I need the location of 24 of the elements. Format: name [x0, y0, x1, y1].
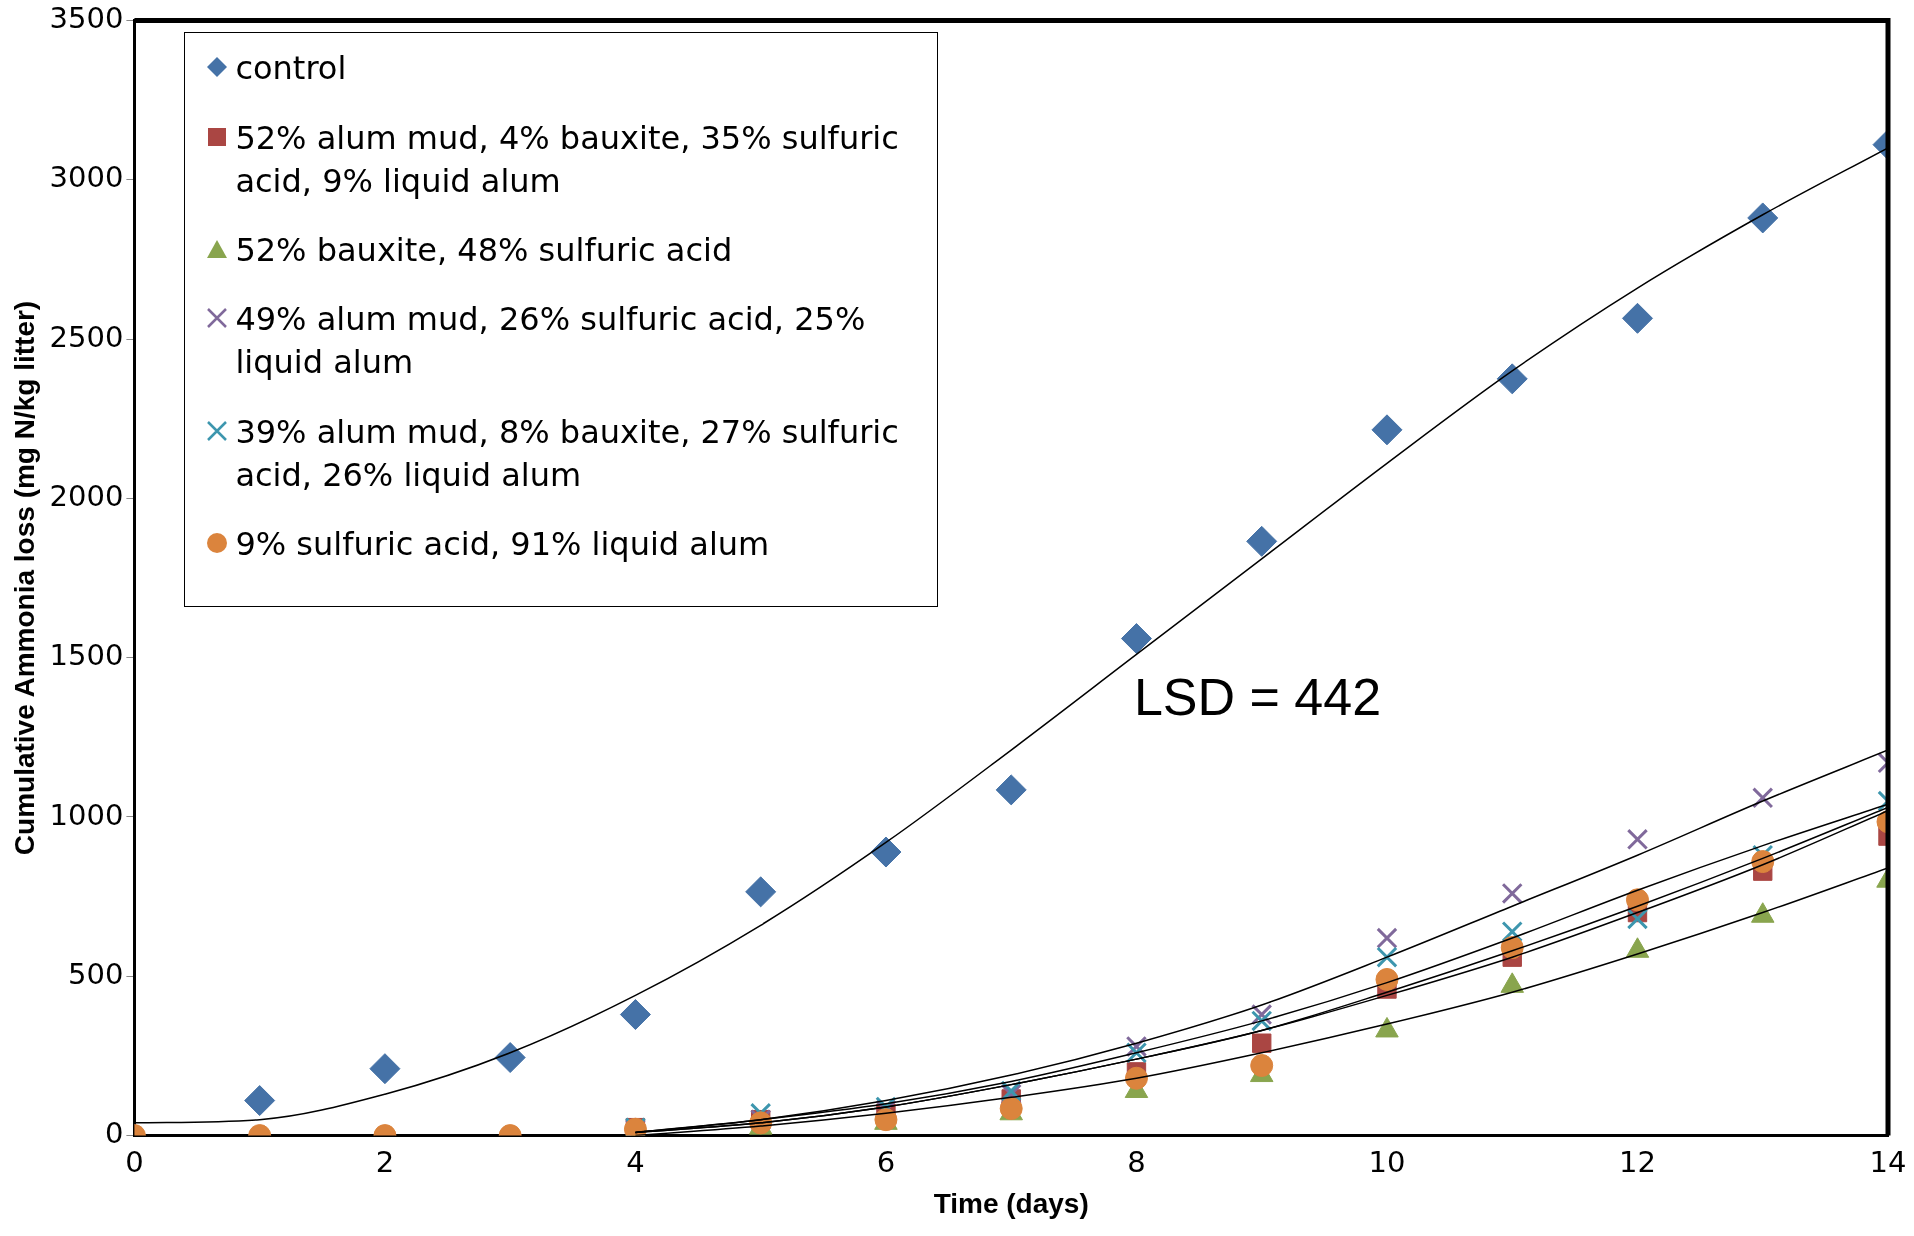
y-tick-label: 2000: [49, 478, 124, 513]
y-tick-label: 1000: [49, 797, 124, 832]
y-tick-label: 1500: [49, 638, 124, 673]
x-tick-label: 10: [1368, 1144, 1406, 1179]
annotation: LSD = 442: [1133, 668, 1382, 727]
legend-label: 52% alum mud, 4% bauxite, 35% sulfuric acid, 9% liquid alum: [235, 117, 900, 202]
x-tick-label: 14: [1869, 1144, 1907, 1179]
x-tick-label: 2: [375, 1144, 395, 1179]
x-tick-label: 4: [626, 1144, 645, 1179]
x-axis-title: Time (days): [933, 1187, 1089, 1219]
y-tick-label: 500: [68, 956, 124, 991]
legend-label: control: [235, 48, 347, 90]
y-axis-title: Cumulative Ammonia loss (mg N/kg litter): [8, 300, 40, 856]
y-tick-label: 3500: [49, 0, 124, 35]
x-tick-label: 12: [1619, 1144, 1656, 1179]
y-tick-label: 2500: [49, 319, 124, 354]
legend-label: 9% sulfuric acid, 91% liquid alum: [235, 523, 770, 565]
legend-label: 39% alum mud, 8% bauxite, 27% sulfuric acid, 26% liquid alum: [235, 411, 900, 496]
legend-label: 49% alum mud, 26% sulfuric acid, 25% liquid alum: [235, 299, 867, 384]
x-tick-label: 8: [1127, 1144, 1146, 1179]
y-tick-label: 0: [104, 1116, 124, 1151]
legend-label: 52% bauxite, 48% sulfuric acid: [235, 229, 733, 271]
y-tick-label: 3000: [49, 160, 124, 195]
x-tick-label: 6: [876, 1144, 896, 1179]
